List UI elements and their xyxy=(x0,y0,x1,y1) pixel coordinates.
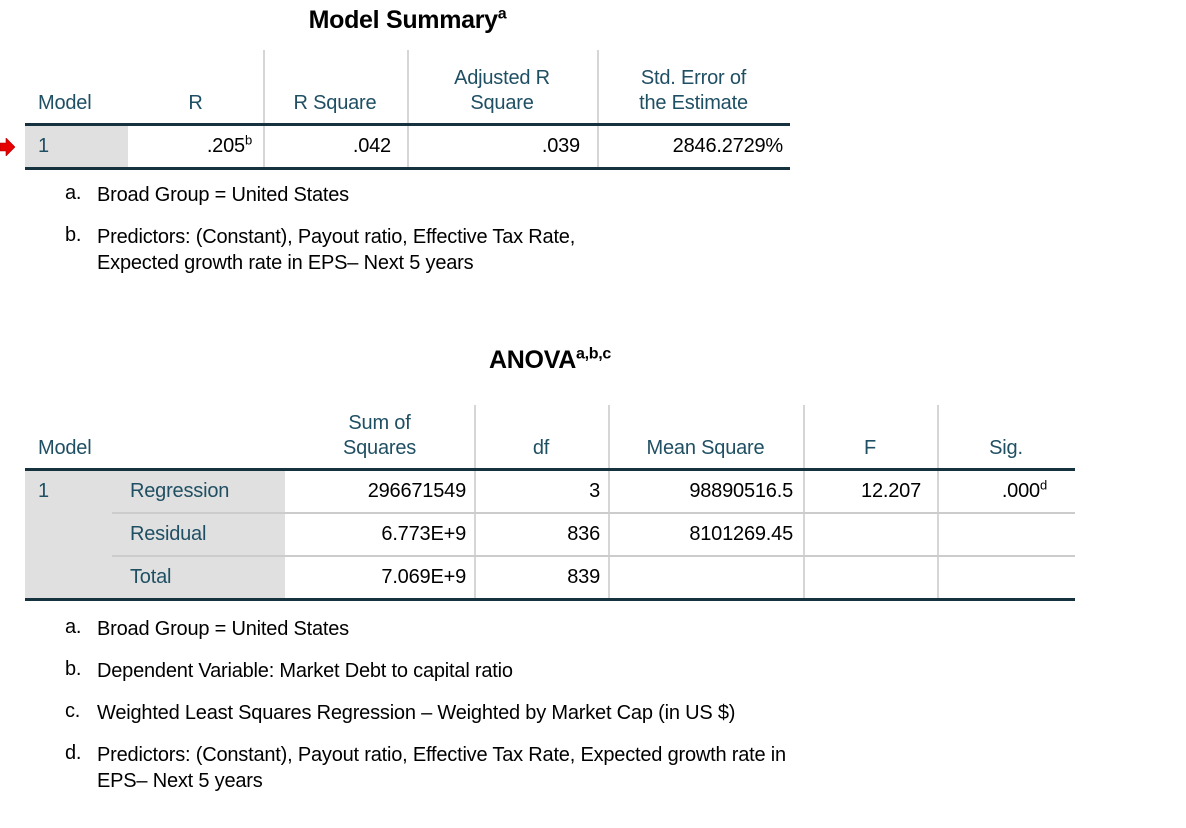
model-summary-title: Model Summarya xyxy=(25,6,790,35)
model-number-cell: 1 xyxy=(38,135,49,157)
mean-square-cell: 98890516.5 xyxy=(689,480,793,502)
model-summary-title-text: Model Summary xyxy=(308,6,499,34)
header-line: Square xyxy=(470,92,534,114)
source-label-cell: Total xyxy=(130,566,172,588)
column-separator xyxy=(608,405,610,598)
r-square-value-cell: .042 xyxy=(352,135,391,157)
header-line: Std. Error of xyxy=(640,67,747,89)
header-line: Squares xyxy=(342,437,417,459)
r-value: .205 xyxy=(206,135,245,157)
column-header-mean-square: Mean Square xyxy=(646,437,765,459)
anova-title: ANOVAa,b,c xyxy=(25,346,1075,375)
column-header-model: Model xyxy=(38,437,92,459)
column-separator xyxy=(263,50,265,167)
column-header-f: F xyxy=(863,437,877,459)
header-line: Adjusted R xyxy=(454,67,550,89)
f-cell: 12.207 xyxy=(861,480,921,502)
df-cell: 839 xyxy=(567,566,600,588)
model-summary-row-shade xyxy=(25,126,128,167)
model-summary-data-row: 1 .205b .042 .039 2846.2729% xyxy=(25,126,790,167)
column-header-sum-of-squares: Sum of Squares xyxy=(285,411,474,468)
anova-row-shade xyxy=(25,471,285,598)
mean-square-cell: 8101269.45 xyxy=(689,523,793,545)
r-value-cell: .205b xyxy=(128,132,263,158)
std-error-value-cell: 2846.2729% xyxy=(672,135,784,157)
selection-arrow-icon xyxy=(0,138,15,156)
column-header-df: df xyxy=(532,437,550,459)
column-separator xyxy=(597,50,599,167)
model-summary-footnote-b: b. Predictors: (Constant), Payout ratio,… xyxy=(65,224,575,276)
footnote-text: Predictors: (Constant), Payout ratio, Ef… xyxy=(97,742,786,794)
source-label-cell: Residual xyxy=(130,523,207,545)
footnote-marker: a. xyxy=(65,182,82,204)
footnote-line: EPS– Next 5 years xyxy=(97,770,263,792)
footnote-text: Predictors: (Constant), Payout ratio, Ef… xyxy=(97,224,575,276)
footnote-text: Weighted Least Squares Regression – Weig… xyxy=(97,702,736,724)
bottom-rule xyxy=(25,598,1075,601)
adjusted-r-square-value-cell: .039 xyxy=(541,135,580,157)
column-separator xyxy=(474,405,476,598)
model-summary-footnote-a: a. Broad Group = United States xyxy=(65,182,349,208)
anova-title-footnote-refs: a,b,c xyxy=(575,345,611,363)
model-summary-header-row: Model R R Square Adjusted R Square Std. … xyxy=(25,50,790,123)
row-separator xyxy=(112,555,1075,557)
r-footnote-ref: b xyxy=(244,132,252,148)
sum-of-squares-cell: 7.069E+9 xyxy=(381,566,466,588)
anova-title-text: ANOVA xyxy=(489,346,576,374)
anova-row-residual: Residual 6.773E+9 836 8101269.45 xyxy=(25,514,1075,555)
df-cell: 3 xyxy=(589,480,600,502)
column-separator xyxy=(407,50,409,167)
sig-footnote-ref: d xyxy=(1039,477,1047,493)
footnote-text: Broad Group = United States xyxy=(97,184,349,206)
model-summary-title-footnote-ref: a xyxy=(497,5,507,23)
sum-of-squares-cell: 296671549 xyxy=(367,480,467,502)
column-header-std-error: Std. Error of the Estimate xyxy=(597,66,790,123)
footnote-marker: b. xyxy=(65,224,82,246)
footnote-line: Predictors: (Constant), Payout ratio, Ef… xyxy=(97,226,576,248)
row-separator xyxy=(112,512,1075,514)
footnote-marker: b. xyxy=(65,658,82,680)
column-separator xyxy=(803,405,805,598)
footnote-marker: d. xyxy=(65,742,82,764)
header-rule xyxy=(25,123,790,126)
column-separator xyxy=(937,405,939,598)
sig-cell: .000d xyxy=(937,477,1075,503)
bottom-rule xyxy=(25,167,790,170)
column-header-r-square: R Square xyxy=(293,92,377,114)
footnote-line: Expected growth rate in EPS– Next 5 year… xyxy=(97,252,474,274)
anova-footnote-a: a. Broad Group = United States xyxy=(65,616,349,642)
anova-footnote-d: d. Predictors: (Constant), Payout ratio,… xyxy=(65,742,786,794)
footnote-line: Predictors: (Constant), Payout ratio, Ef… xyxy=(97,744,786,766)
column-header-r: R xyxy=(188,92,203,114)
anova-row-total: Total 7.069E+9 839 xyxy=(25,557,1075,598)
source-label-cell: Regression xyxy=(130,480,230,502)
sum-of-squares-cell: 6.773E+9 xyxy=(381,523,466,545)
anova-footnote-b: b. Dependent Variable: Market Debt to ca… xyxy=(65,658,513,684)
anova-table[interactable]: Model Sum of Squares df Mean Square F Si… xyxy=(25,405,1075,601)
footnote-marker: a. xyxy=(65,616,82,638)
column-header-adjusted-r-square: Adjusted R Square xyxy=(407,66,597,123)
anova-header-row: Model Sum of Squares df Mean Square F Si… xyxy=(25,405,1075,468)
column-header-blank xyxy=(112,461,285,468)
header-line: Sum of xyxy=(348,412,411,434)
header-line: the Estimate xyxy=(639,92,748,114)
column-header-sig: Sig. xyxy=(989,437,1023,459)
column-header-model: Model xyxy=(38,92,92,114)
model-summary-table[interactable]: Model R R Square Adjusted R Square Std. … xyxy=(25,50,790,170)
footnote-marker: c. xyxy=(65,700,81,722)
header-rule xyxy=(25,468,1075,471)
model-number-cell: 1 xyxy=(38,480,49,502)
anova-footnote-c: c. Weighted Least Squares Regression – W… xyxy=(65,700,735,726)
footnote-text: Broad Group = United States xyxy=(97,618,349,640)
sig-value: .000 xyxy=(1001,480,1040,502)
anova-row-regression: 1 Regression 296671549 3 98890516.5 12.2… xyxy=(25,471,1075,512)
df-cell: 836 xyxy=(567,523,600,545)
footnote-text: Dependent Variable: Market Debt to capit… xyxy=(97,660,513,682)
